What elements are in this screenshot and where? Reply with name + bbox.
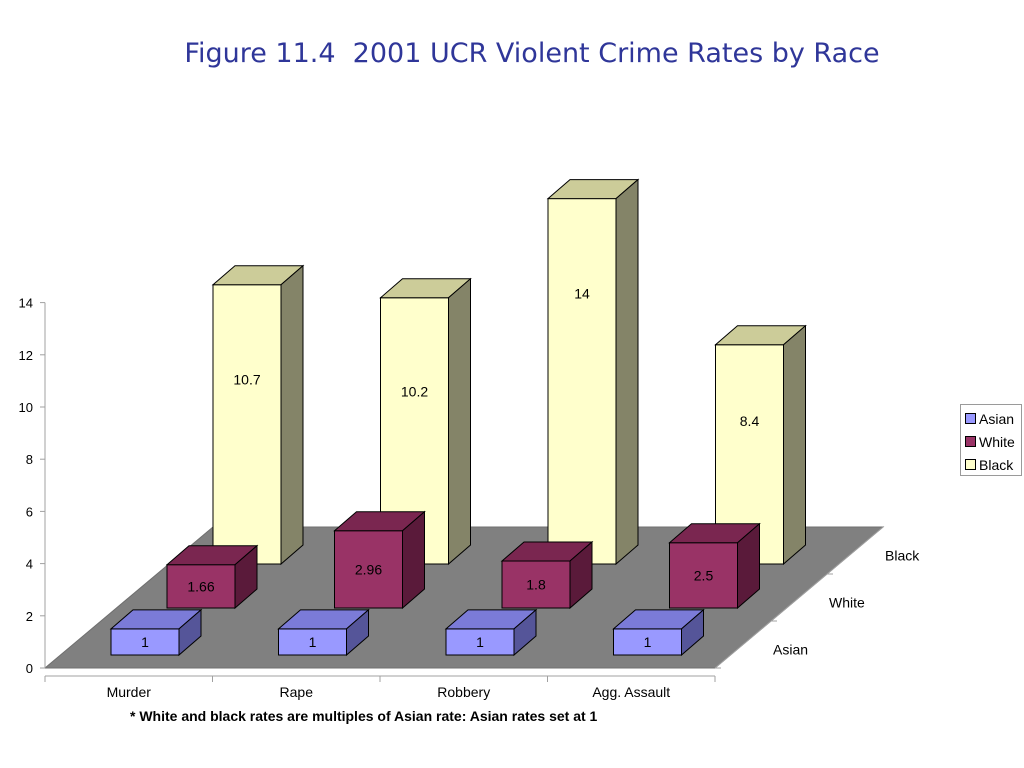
bar-black: 10.7 xyxy=(211,264,305,566)
bar-asian: 1 xyxy=(109,608,203,657)
bar-white: 2.96 xyxy=(333,510,426,610)
chart-legend: Asian White Black xyxy=(960,404,1022,476)
data-label: 1 xyxy=(141,634,149,650)
bar-front xyxy=(669,542,738,609)
x-tick-label: Agg. Assault xyxy=(592,684,670,700)
x-tick-label: Robbery xyxy=(437,684,490,700)
bar-front xyxy=(166,564,236,609)
bar-side xyxy=(783,324,806,566)
bar-white: 1.66 xyxy=(165,544,259,610)
x-tick-label: Murder xyxy=(107,684,152,700)
bar-side xyxy=(448,277,471,566)
bar-side xyxy=(402,510,425,610)
data-label: 10.2 xyxy=(401,383,428,399)
bar-front xyxy=(334,530,403,609)
legend-swatch xyxy=(965,436,976,447)
y-tick-label: 12 xyxy=(19,348,33,363)
bar-front xyxy=(547,198,617,565)
bar-side xyxy=(737,522,760,610)
chart-title: Figure 11.4 2001 UCR Violent Crime Rates… xyxy=(184,38,880,69)
y-tick-label: 8 xyxy=(26,452,33,467)
data-label: 1.66 xyxy=(187,578,214,594)
depth-tick-label: Asian xyxy=(773,642,808,658)
legend-label: Black xyxy=(979,456,1014,473)
bar-white: 2.5 xyxy=(668,522,761,610)
depth-tick-label: White xyxy=(829,595,865,611)
data-label: 14 xyxy=(574,286,590,302)
bar-front xyxy=(613,628,682,656)
legend-item-black: Black xyxy=(965,453,1021,476)
data-label: 1 xyxy=(644,634,652,650)
depth-tick-label: Black xyxy=(885,548,920,564)
bar-side xyxy=(681,608,704,657)
y-axis: 0 2 4 6 8 10 12 14 Murder Rape Robbery Agg. Assault… xyxy=(19,296,921,700)
data-label: 1.8 xyxy=(526,577,546,593)
y-tick-label: 14 xyxy=(19,296,33,311)
y-tick-label: 4 xyxy=(26,557,33,572)
bar-side xyxy=(615,178,639,566)
y-tick-label: 0 xyxy=(26,661,33,676)
bar-front xyxy=(212,284,282,565)
data-label: 8.4 xyxy=(740,413,760,429)
y-tick-label: 10 xyxy=(19,400,33,415)
legend-label: Asian xyxy=(979,410,1015,427)
data-label: 1 xyxy=(476,634,484,650)
bar-side xyxy=(280,264,304,566)
bar-side xyxy=(346,608,369,657)
depth-axis-line xyxy=(714,526,884,669)
chart-footnote: * White and black rates are multiples of… xyxy=(130,708,598,724)
bar-side xyxy=(178,608,202,657)
bar-side xyxy=(569,540,593,610)
data-label: 2.5 xyxy=(694,567,714,583)
legend-item-asian: Asian xyxy=(965,407,1021,430)
legend-swatch xyxy=(965,413,976,424)
y-tick-label: 6 xyxy=(26,504,33,519)
y-tick-label: 2 xyxy=(26,609,33,624)
bar-side xyxy=(513,608,537,657)
bar-asian: 1 xyxy=(277,608,370,657)
legend-swatch xyxy=(965,459,976,470)
bar-black: 14 xyxy=(546,178,640,566)
x-tick-label: Rape xyxy=(280,684,314,700)
chart-bars: 10.7 10.2 14 8.4 1.66 2.96 1.8 2.5 1 1 1 1 xyxy=(109,178,807,657)
data-label: 10.7 xyxy=(233,372,260,388)
legend-item-white: White xyxy=(965,430,1021,453)
bar-side xyxy=(234,544,258,610)
bar-asian: 1 xyxy=(444,608,538,657)
data-label: 1 xyxy=(309,634,317,650)
data-label: 2.96 xyxy=(355,561,382,577)
legend-label: White xyxy=(979,433,1015,450)
bar-asian: 1 xyxy=(612,608,705,657)
bar-white: 1.8 xyxy=(500,540,594,610)
